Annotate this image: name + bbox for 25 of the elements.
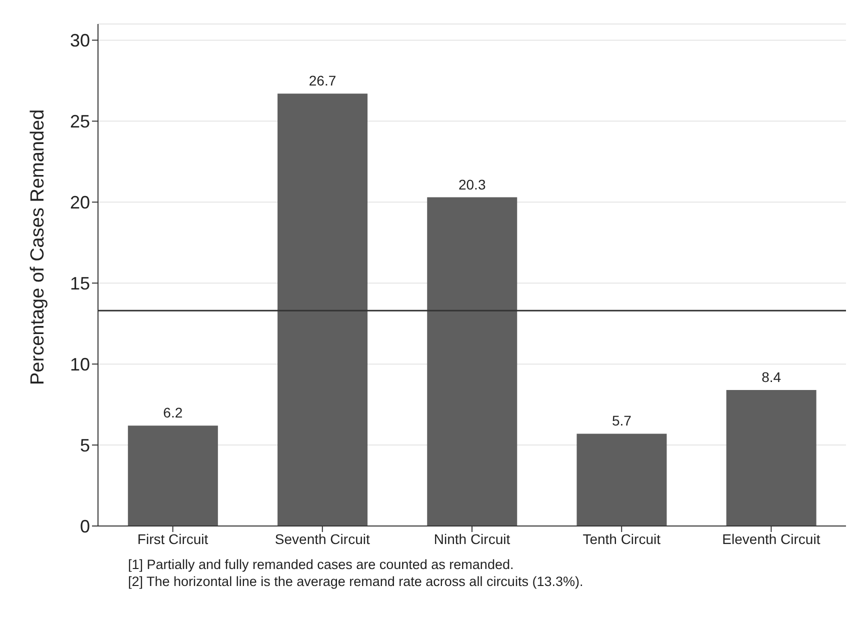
bar [726,390,816,526]
x-tick-label: First Circuit [137,530,208,547]
bar [278,94,368,526]
y-axis-title: Percentage of Cases Remanded [28,109,49,385]
y-tick-label: 10 [70,354,90,374]
bar [576,434,667,526]
bar [427,197,518,526]
y-tick-label: 20 [70,192,90,213]
bar [128,426,218,526]
data-label: 26.7 [308,72,336,89]
data-label: 8.4 [762,368,782,385]
data-label: 6.2 [163,404,183,421]
y-tick-label: 0 [80,516,90,536]
text: [2] The horizontal line is the average remand rate across all circuits (13.3%). [128,573,584,590]
text: [1] Partially and fully remanded cases are counted as remanded. [128,556,515,573]
y-tick-label: 25 [70,112,90,132]
data-label: 20.3 [458,176,486,192]
x-tick-label: Ninth Circuit [434,530,510,547]
y-tick-label: 15 [70,273,90,294]
y-tick-label: 5 [80,435,90,456]
data-label: 5.7 [612,412,632,429]
x-tick-label: Seventh Circuit [274,530,370,547]
y-tick-label: 30 [70,30,90,51]
x-tick-label: Tenth Circuit [582,530,661,547]
x-tick-label: Eleventh Circuit [722,530,820,547]
